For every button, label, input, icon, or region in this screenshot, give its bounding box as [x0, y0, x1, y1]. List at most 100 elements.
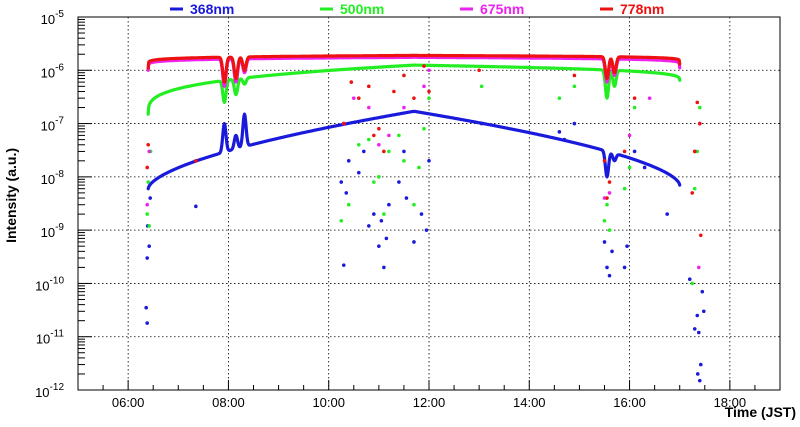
data-point — [602, 240, 607, 244]
series-778nm — [145, 53, 703, 238]
data-point — [665, 212, 669, 216]
legend-label-368nm: 368nm — [190, 1, 234, 17]
data-point — [387, 202, 391, 207]
data-point — [605, 202, 609, 207]
data-point — [357, 170, 361, 175]
data-point — [627, 165, 632, 170]
data-point — [632, 149, 637, 154]
data-point — [344, 191, 349, 195]
data-point — [625, 244, 629, 248]
data-point — [367, 137, 371, 142]
series-curve-500nm — [146, 63, 682, 116]
y-tick-label: 10-12 — [35, 382, 64, 400]
data-point — [627, 133, 632, 138]
data-point — [382, 149, 386, 154]
y-tick-label: 10-9 — [41, 222, 65, 240]
x-axis-title: Time (JST) — [725, 404, 796, 420]
data-point — [647, 96, 652, 100]
data-point — [145, 256, 149, 260]
data-point — [397, 180, 401, 184]
data-point — [697, 105, 702, 110]
legend-label-778nm: 778nm — [620, 1, 664, 17]
data-point — [379, 218, 384, 223]
x-tick-label: 10:00 — [312, 395, 345, 410]
data-point — [479, 84, 484, 89]
data-point — [402, 105, 406, 110]
data-point — [362, 149, 366, 154]
x-tick-label: 18:00 — [714, 395, 747, 410]
data-point — [147, 149, 152, 154]
data-point — [412, 240, 416, 244]
data-point — [422, 64, 426, 68]
series-curve-778nm — [146, 53, 682, 84]
data-point — [690, 191, 695, 195]
y-tick-label: 10-10 — [35, 275, 64, 293]
data-point — [622, 149, 627, 154]
data-point — [412, 202, 416, 207]
data-point — [605, 265, 609, 270]
data-point — [412, 96, 416, 100]
legend-label-675nm: 675nm — [480, 1, 524, 17]
data-point — [147, 224, 152, 228]
data-point — [696, 265, 701, 270]
data-point — [341, 263, 346, 267]
data-point — [367, 224, 371, 228]
data-point — [402, 149, 406, 154]
y-tick-label: 10-8 — [41, 169, 65, 187]
data-point — [346, 159, 351, 163]
legend: 368nm 500nm 675nm 778nm — [170, 1, 664, 17]
data-point — [372, 212, 376, 216]
series-368nm — [144, 109, 706, 383]
data-point — [387, 149, 391, 154]
data-point — [372, 133, 376, 138]
x-tick-label: 14:00 — [513, 395, 546, 410]
data-point — [392, 89, 396, 94]
data-point — [357, 96, 361, 100]
data-point — [642, 165, 647, 170]
data-point — [144, 305, 148, 310]
axes: 06:00 08:00 10:00 12:00 14:00 16:00 18:00 10-12… — [35, 9, 781, 410]
data-point — [572, 73, 577, 78]
grid-lines — [78, 17, 780, 390]
data-point — [417, 165, 421, 170]
data-point — [610, 249, 614, 254]
data-point — [146, 142, 150, 147]
data-point — [339, 180, 344, 184]
data-point — [397, 133, 401, 138]
data-point — [427, 96, 431, 100]
data-point — [698, 233, 703, 238]
data-point — [148, 196, 153, 200]
data-point — [602, 159, 607, 163]
data-point — [695, 372, 700, 376]
data-point — [351, 96, 356, 100]
data-point — [607, 191, 612, 195]
data-point — [382, 265, 386, 270]
data-point — [349, 80, 354, 84]
data-point — [147, 244, 152, 248]
data-point — [377, 142, 381, 147]
data-point — [427, 89, 431, 94]
data-point — [690, 281, 695, 286]
x-tick-label: 12:00 — [413, 395, 446, 410]
data-point — [384, 236, 389, 241]
data-point — [695, 149, 700, 154]
data-point — [427, 68, 431, 73]
data-point — [562, 137, 567, 142]
data-point — [377, 244, 381, 248]
data-point — [404, 196, 409, 200]
data-point — [557, 96, 562, 100]
data-point — [145, 212, 149, 216]
data-point — [607, 273, 612, 278]
data-point — [692, 186, 697, 191]
data-point — [402, 73, 406, 78]
data-point — [422, 126, 426, 131]
data-point — [695, 100, 700, 105]
data-point — [194, 159, 198, 163]
data-point — [697, 121, 702, 126]
data-point — [697, 378, 702, 383]
data-point — [632, 105, 637, 110]
data-point — [145, 165, 149, 170]
data-point — [145, 321, 149, 325]
data-point — [632, 96, 637, 100]
